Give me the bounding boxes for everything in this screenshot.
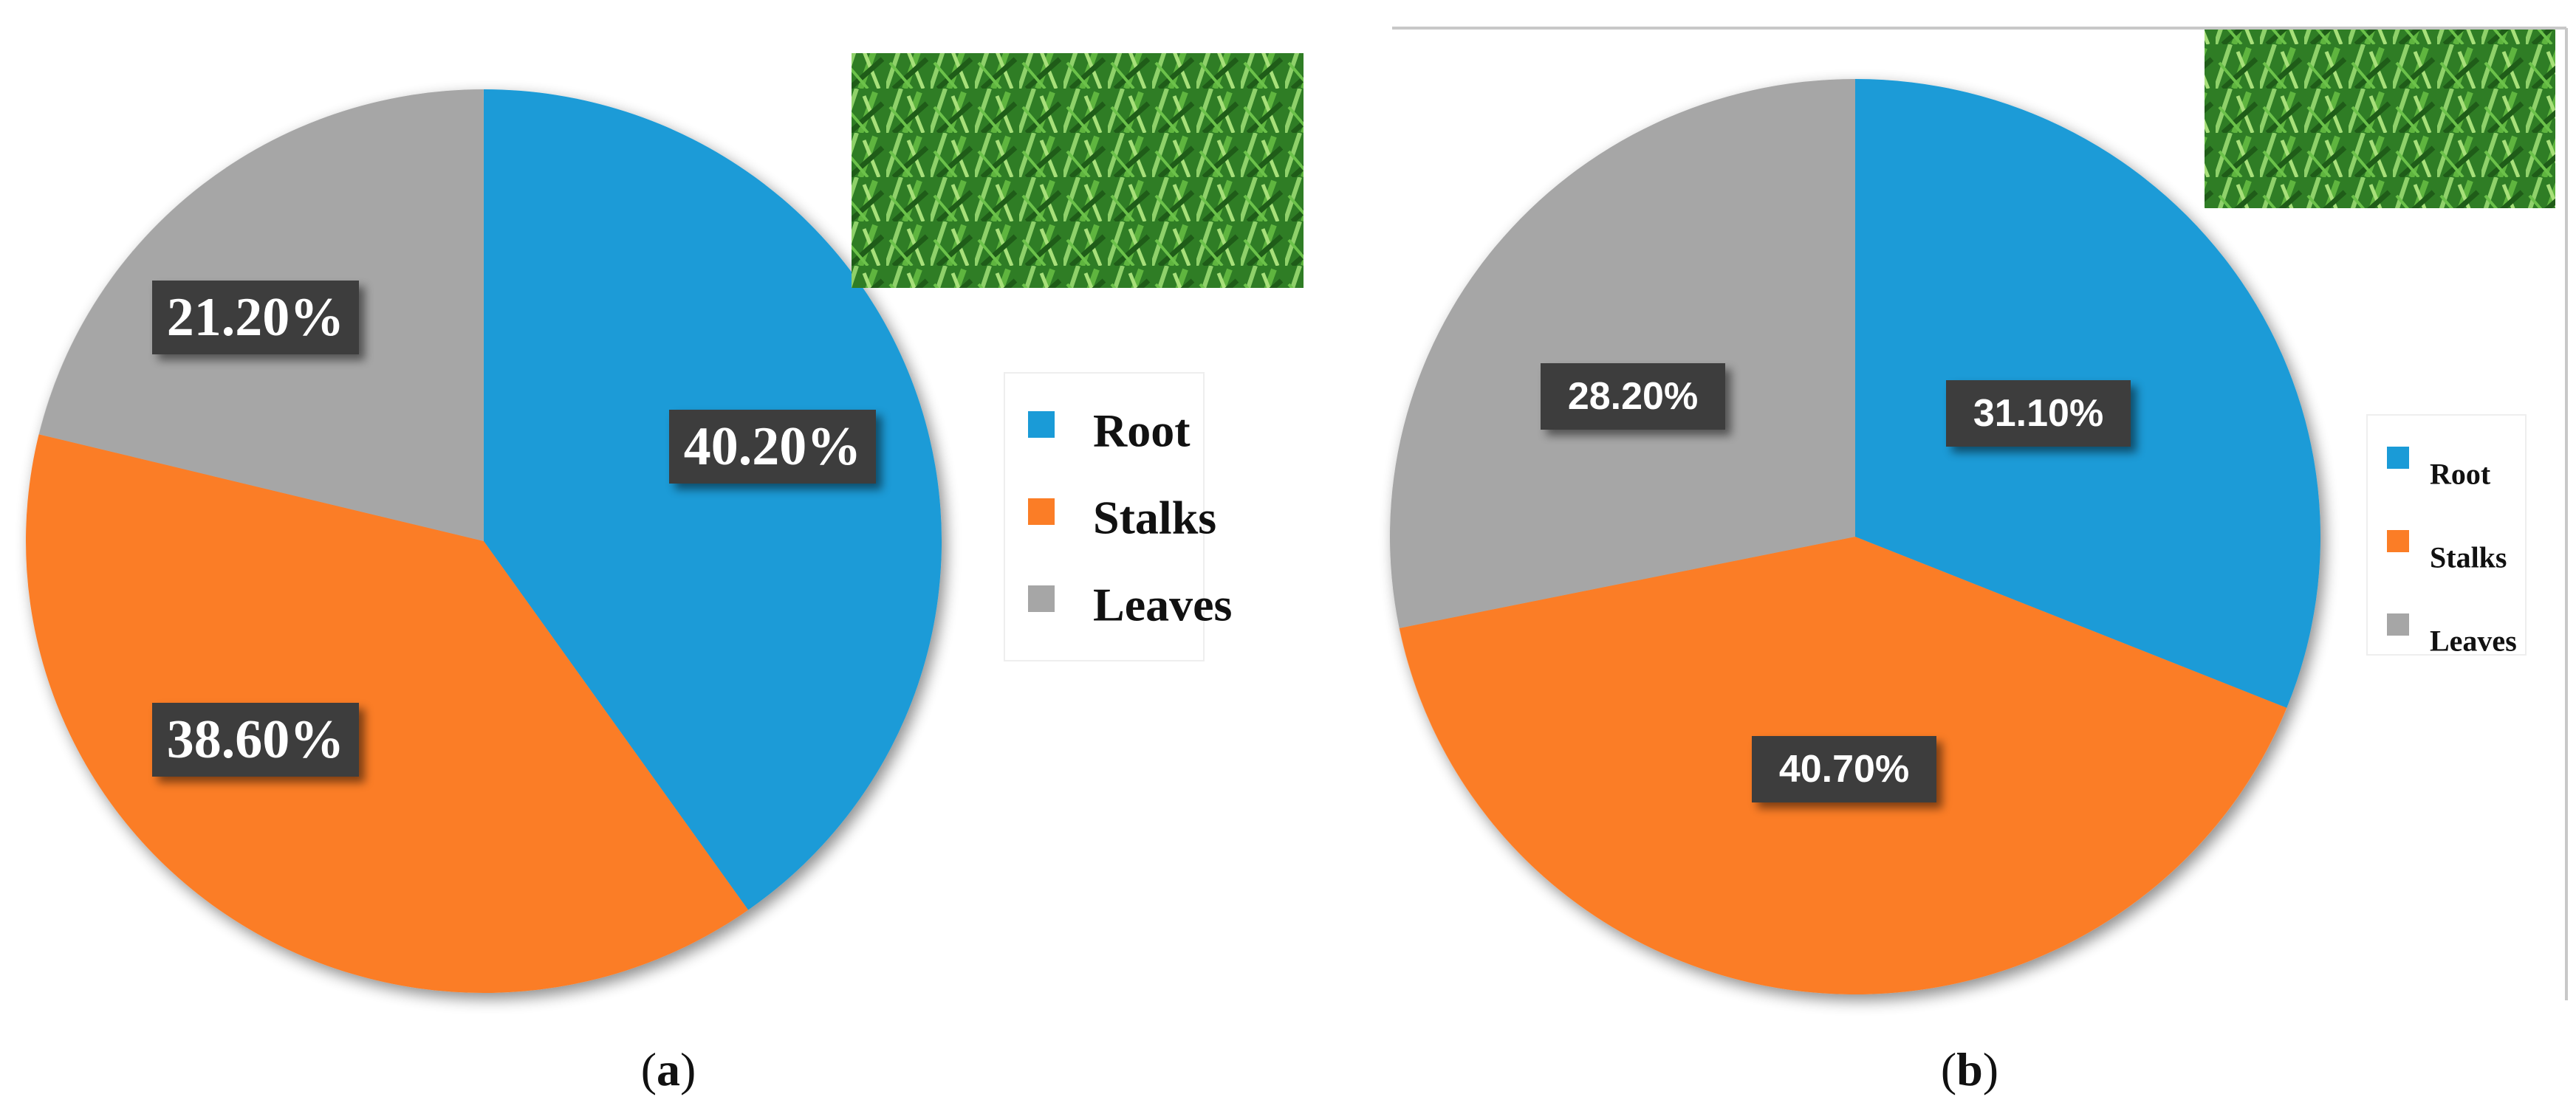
data-label-box bbox=[152, 703, 359, 777]
pie-b-label-stalks: 40.70% bbox=[1752, 736, 1936, 802]
legend-a: Root Stalks Leaves bbox=[1004, 372, 1232, 661]
pie-b-slices bbox=[1390, 79, 2320, 995]
legend-b-label-stalks: Stalks bbox=[2430, 541, 2507, 574]
data-label-box bbox=[1946, 380, 2131, 447]
pie-a-label-leaves: 21.20% bbox=[152, 281, 359, 354]
legend-a-swatch-leaves bbox=[1028, 585, 1055, 612]
pie-a-label-stalks: 38.60% bbox=[152, 703, 359, 777]
data-label-box bbox=[1752, 736, 1936, 802]
pie-b-data-labels: 31.10% 40.70% 28.20% bbox=[1541, 363, 2131, 802]
legend-b-swatch-leaves bbox=[2387, 613, 2409, 636]
pie-a-slices bbox=[26, 89, 942, 993]
legend-a-label-leaves: Leaves bbox=[1093, 579, 1232, 631]
pie-a-data-labels: 40.20% 38.60% 21.20% bbox=[152, 281, 876, 777]
data-label-text: 38.60% bbox=[167, 709, 345, 770]
leaf-photo-a bbox=[852, 53, 1304, 288]
legend-b-label-leaves: Leaves bbox=[2430, 625, 2517, 658]
caption-a: (a) bbox=[641, 1043, 696, 1096]
legend-b-swatch-stalks bbox=[2387, 530, 2409, 552]
pie-b-label-root: 31.10% bbox=[1946, 380, 2131, 447]
pie-a-label-root: 40.20% bbox=[669, 410, 876, 484]
data-label-text: 31.10% bbox=[1973, 392, 2103, 435]
data-label-text: 40.70% bbox=[1779, 748, 1909, 791]
legend-b-label-root: Root bbox=[2430, 458, 2491, 491]
leaf-photo-b bbox=[2205, 30, 2555, 208]
pie-b-label-leaves: 28.20% bbox=[1541, 363, 1725, 430]
legend-a-swatch-root bbox=[1028, 411, 1055, 438]
data-label-text: 21.20% bbox=[167, 287, 345, 348]
pie-b-slice-leaves bbox=[1390, 79, 1855, 628]
pie-a-slice-stalks bbox=[26, 434, 749, 993]
data-label-box bbox=[669, 410, 876, 484]
pie-chart-b: 31.10% 40.70% 28.20% Root Stalks Leaves (b) bbox=[1390, 30, 2555, 1096]
legend-b-swatch-root bbox=[2387, 447, 2409, 469]
legend-a-label-root: Root bbox=[1093, 405, 1191, 457]
legend-b: Root Stalks Leaves bbox=[2366, 414, 2527, 658]
pie-a-slice-root bbox=[484, 89, 942, 910]
pie-chart-a: 40.20% 38.60% 21.20% Root Stalks Leaves (a) bbox=[26, 53, 1304, 1096]
data-label-text: 40.20% bbox=[684, 416, 862, 477]
caption-b: (b) bbox=[1941, 1043, 1998, 1096]
data-label-box bbox=[152, 281, 359, 354]
data-label-box bbox=[1541, 363, 1725, 430]
data-label-text: 28.20% bbox=[1568, 375, 1698, 418]
legend-a-label-stalks: Stalks bbox=[1093, 492, 1216, 544]
legend-a-swatch-stalks bbox=[1028, 498, 1055, 525]
